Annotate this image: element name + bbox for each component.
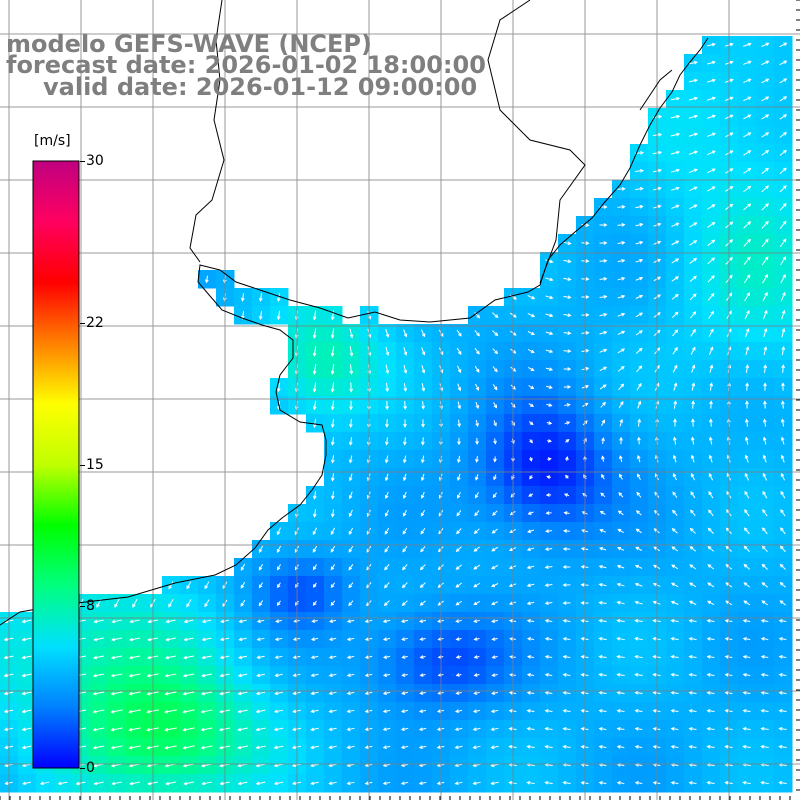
colorbar-tick-label: 22	[86, 314, 104, 331]
border-line	[189, 0, 225, 263]
colorbar-tick-mark	[80, 161, 85, 162]
colorbar-tick-label: 0	[86, 760, 95, 776]
colorbar-tick-mark	[80, 322, 85, 324]
border-line	[639, 69, 673, 111]
colorbar-tick-mark	[80, 768, 85, 769]
colorbar-tick-mark	[80, 464, 85, 466]
forecast-date: forecast date: 2026-01-02 18:00:00	[6, 51, 486, 79]
border-line	[487, 0, 586, 284]
colorbar-tick-label: 8	[86, 598, 95, 615]
colorbar-unit: [m/s]	[34, 133, 71, 149]
colorbar-tick-mark	[80, 606, 85, 608]
coastline	[0, 37, 709, 626]
wind-speed-cells	[0, 36, 793, 793]
valid-date: valid date: 2026-01-12 09:00:00	[43, 73, 478, 101]
colorbar-tick-label: 30	[86, 153, 104, 169]
model-title: modelo GEFS-WAVE (NCEP)	[6, 30, 372, 58]
colorbar-tick-label: 15	[86, 456, 104, 473]
